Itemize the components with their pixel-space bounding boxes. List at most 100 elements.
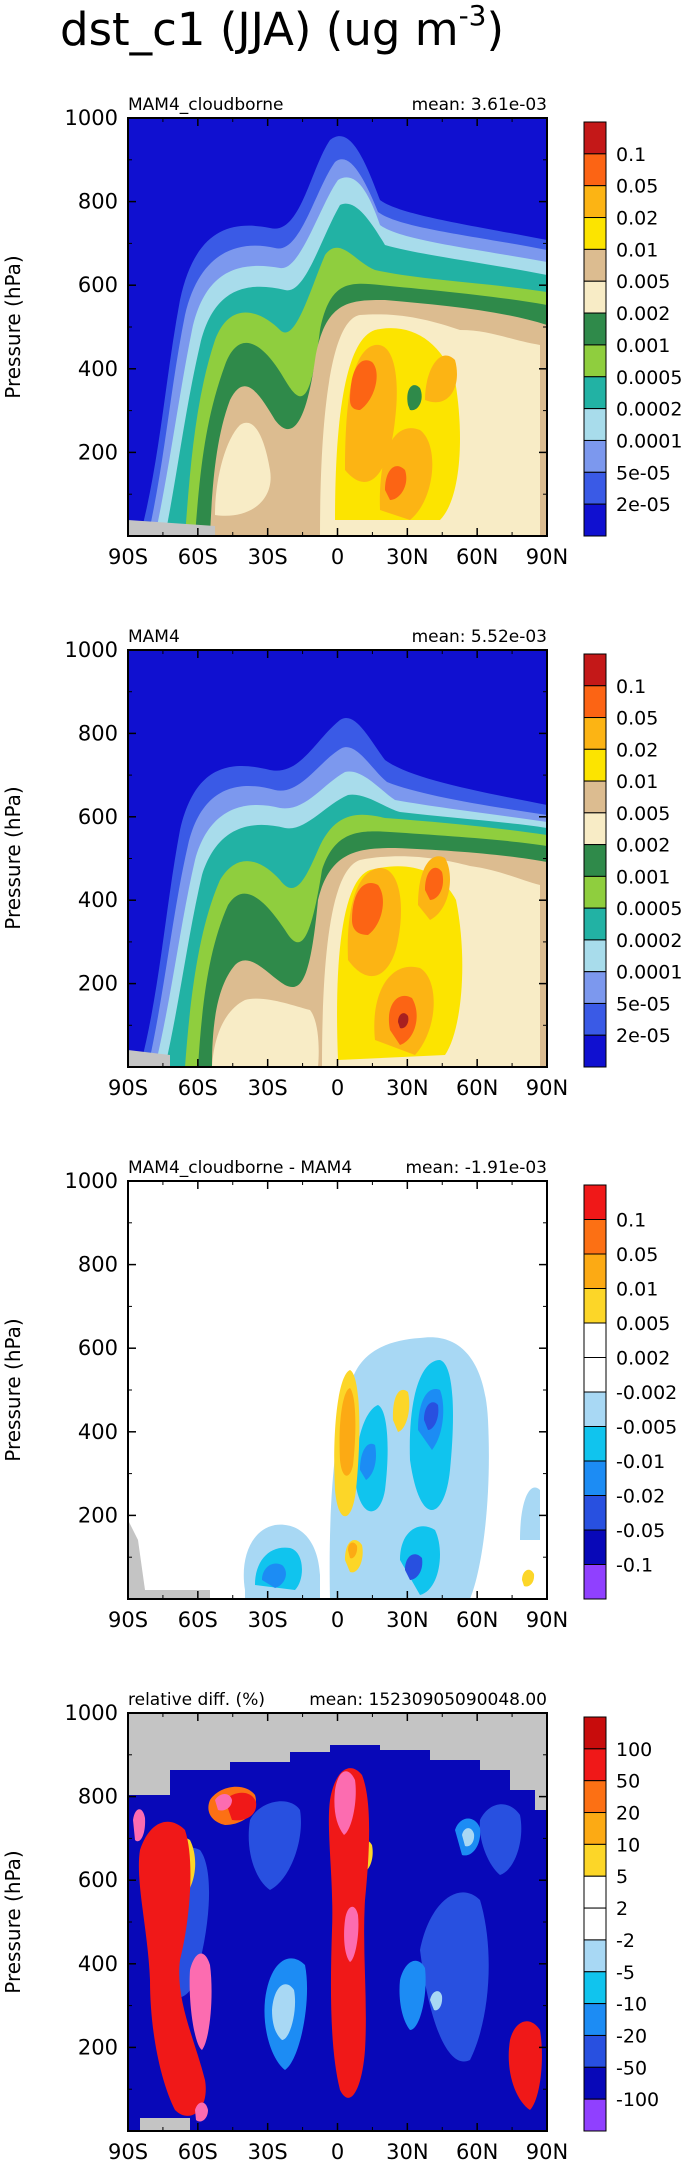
x-tick-label: 90S xyxy=(108,545,148,569)
colorbar-label: 0.005 xyxy=(616,803,670,825)
y-tick-label: 200 xyxy=(78,440,118,464)
y-tick-label: 600 xyxy=(78,1868,118,1892)
colorbar: 2e-05 5e-05 0.0001 0.0002 0.0005 0.001 0.002 0.… xyxy=(583,653,682,1068)
colorbar-label: -0.005 xyxy=(616,1417,677,1439)
y-tick-label: 1000 xyxy=(65,1701,118,1725)
colorbar-box xyxy=(583,312,607,346)
low-value-core-contour xyxy=(407,385,422,411)
x-tick-label: 90S xyxy=(108,1608,148,1632)
y-axis-label: Pressure (hPa) xyxy=(1,1850,25,1993)
colorbar-label: -5 xyxy=(616,1962,635,1984)
colorbar-label: 0.002 xyxy=(616,1348,670,1370)
colorbar-box xyxy=(583,1971,607,2005)
colorbar-box xyxy=(583,2003,607,2036)
colorbar-box xyxy=(583,1875,607,1909)
colorbar-box xyxy=(583,971,607,1004)
neg-0.002-contour xyxy=(243,1337,540,1599)
colorbar-box xyxy=(583,376,607,410)
colorbar-box xyxy=(583,471,607,505)
colorbar-label: 0.01 xyxy=(616,771,658,793)
y-tick-label: 600 xyxy=(78,805,118,829)
x-tick-label: 90N xyxy=(526,545,568,569)
colorbar-label: 2 xyxy=(616,1898,628,1920)
colorbar-label: 0.005 xyxy=(616,1313,670,1335)
colorbar-box xyxy=(583,1034,607,1068)
colorbar-box xyxy=(583,1288,607,1324)
colorbar-label: 10 xyxy=(616,1834,640,1856)
y-tick-label: 200 xyxy=(78,1503,118,1527)
x-tick-label: 30N xyxy=(386,1076,428,1100)
plot-area xyxy=(128,1713,547,2131)
colorbar-box xyxy=(583,1529,607,1565)
colorbar-label: -0.01 xyxy=(616,1451,665,1473)
colorbar-box xyxy=(583,1564,607,1600)
panel-mam4: MAM4 mean: 5.52e-03 200 400 600 800 1000 90S… xyxy=(1,627,682,1100)
y-axis-label: Pressure (hPa) xyxy=(1,786,25,929)
colorbar-label: -10 xyxy=(616,1994,647,2016)
y-tick-label: 200 xyxy=(78,2035,118,2059)
x-tick-label: 30S xyxy=(248,2140,288,2164)
colorbar-label: 20 xyxy=(616,1803,640,1825)
pos-0.005-contour xyxy=(339,1388,358,1559)
x-tick-label: 60N xyxy=(456,1076,498,1100)
colorbar-label: 0.0002 xyxy=(616,930,682,952)
missing-data-region xyxy=(128,1520,210,1599)
y-tick-label: 200 xyxy=(78,972,118,996)
x-tick-label: 30N xyxy=(386,1608,428,1632)
colorbar-label: 0.05 xyxy=(616,176,658,198)
y-tick-label: 400 xyxy=(78,357,118,381)
neg-0.05-contour xyxy=(405,1402,439,1580)
colorbar-label: 2e-05 xyxy=(616,1025,671,1047)
y-tick-label: 1000 xyxy=(65,106,118,130)
colorbar-box xyxy=(583,185,607,219)
colorbar: -100 -50 -20 -10 -5 -2 2 5 10 20 50 100 xyxy=(583,1716,659,2132)
colorbar-label: -2 xyxy=(616,1930,635,1952)
colorbar-box xyxy=(583,1253,607,1289)
missing-data-region xyxy=(128,520,215,536)
colorbar-box xyxy=(583,153,607,187)
x-tick-label: 0 xyxy=(331,1076,344,1100)
colorbar-box xyxy=(583,1495,607,1531)
x-tick-label: 60S xyxy=(178,1076,218,1100)
y-tick-label: 1000 xyxy=(65,638,118,662)
panel-cloudborne: MAM4_cloudborne mean: 3.61e-03 200 400 600… xyxy=(1,95,682,569)
colorbar-box xyxy=(583,2034,607,2068)
neg-0.01-contour xyxy=(262,1389,444,1588)
y-axis: 200 400 600 800 1000 xyxy=(65,1169,547,1558)
x-tick-label: 90N xyxy=(526,1076,568,1100)
colorbar-box xyxy=(583,1748,607,1782)
x-tick-label: 60N xyxy=(456,1608,498,1632)
colorbar-label: 0.01 xyxy=(616,239,658,261)
colorbar-box xyxy=(583,408,607,441)
x-tick-label: 30N xyxy=(386,2140,428,2164)
panel-title-right: mean: 15230905090048.00 xyxy=(309,1690,547,1710)
colorbar-box xyxy=(583,844,607,877)
x-tick-label: 90S xyxy=(108,1076,148,1100)
x-tick-label: 60S xyxy=(178,1608,218,1632)
colorbar-box xyxy=(583,2098,607,2132)
colorbar-label: 0.1 xyxy=(616,144,646,166)
level-neg50-contour xyxy=(150,1801,522,2062)
colorbar-box xyxy=(583,1219,607,1255)
panel-title-left: MAM4_cloudborne - MAM4 xyxy=(128,1158,352,1178)
colorbar-label: 5 xyxy=(616,1866,628,1888)
figure-title-exponent: -3 xyxy=(459,0,487,32)
colorbar-box xyxy=(583,344,607,378)
colorbar-box xyxy=(583,875,607,909)
colorbar-box xyxy=(583,439,607,473)
colorbar-box xyxy=(583,503,607,537)
max-value-core-contour xyxy=(398,1013,409,1029)
colorbar-box xyxy=(583,939,607,973)
level-neg10-contour xyxy=(264,1818,481,2070)
colorbar-box xyxy=(583,1426,607,1462)
colorbar-box xyxy=(583,1780,607,1814)
x-tick-label: 0 xyxy=(331,1608,344,1632)
plot-area xyxy=(128,1181,547,1599)
colorbar-box xyxy=(583,2066,607,2100)
y-tick-label: 800 xyxy=(78,1253,118,1277)
panel-title-left: relative diff. (%) xyxy=(128,1690,265,1710)
missing-data-region xyxy=(128,1050,170,1067)
colorbar-box xyxy=(583,907,607,941)
colorbar-label: 0.02 xyxy=(616,208,658,230)
